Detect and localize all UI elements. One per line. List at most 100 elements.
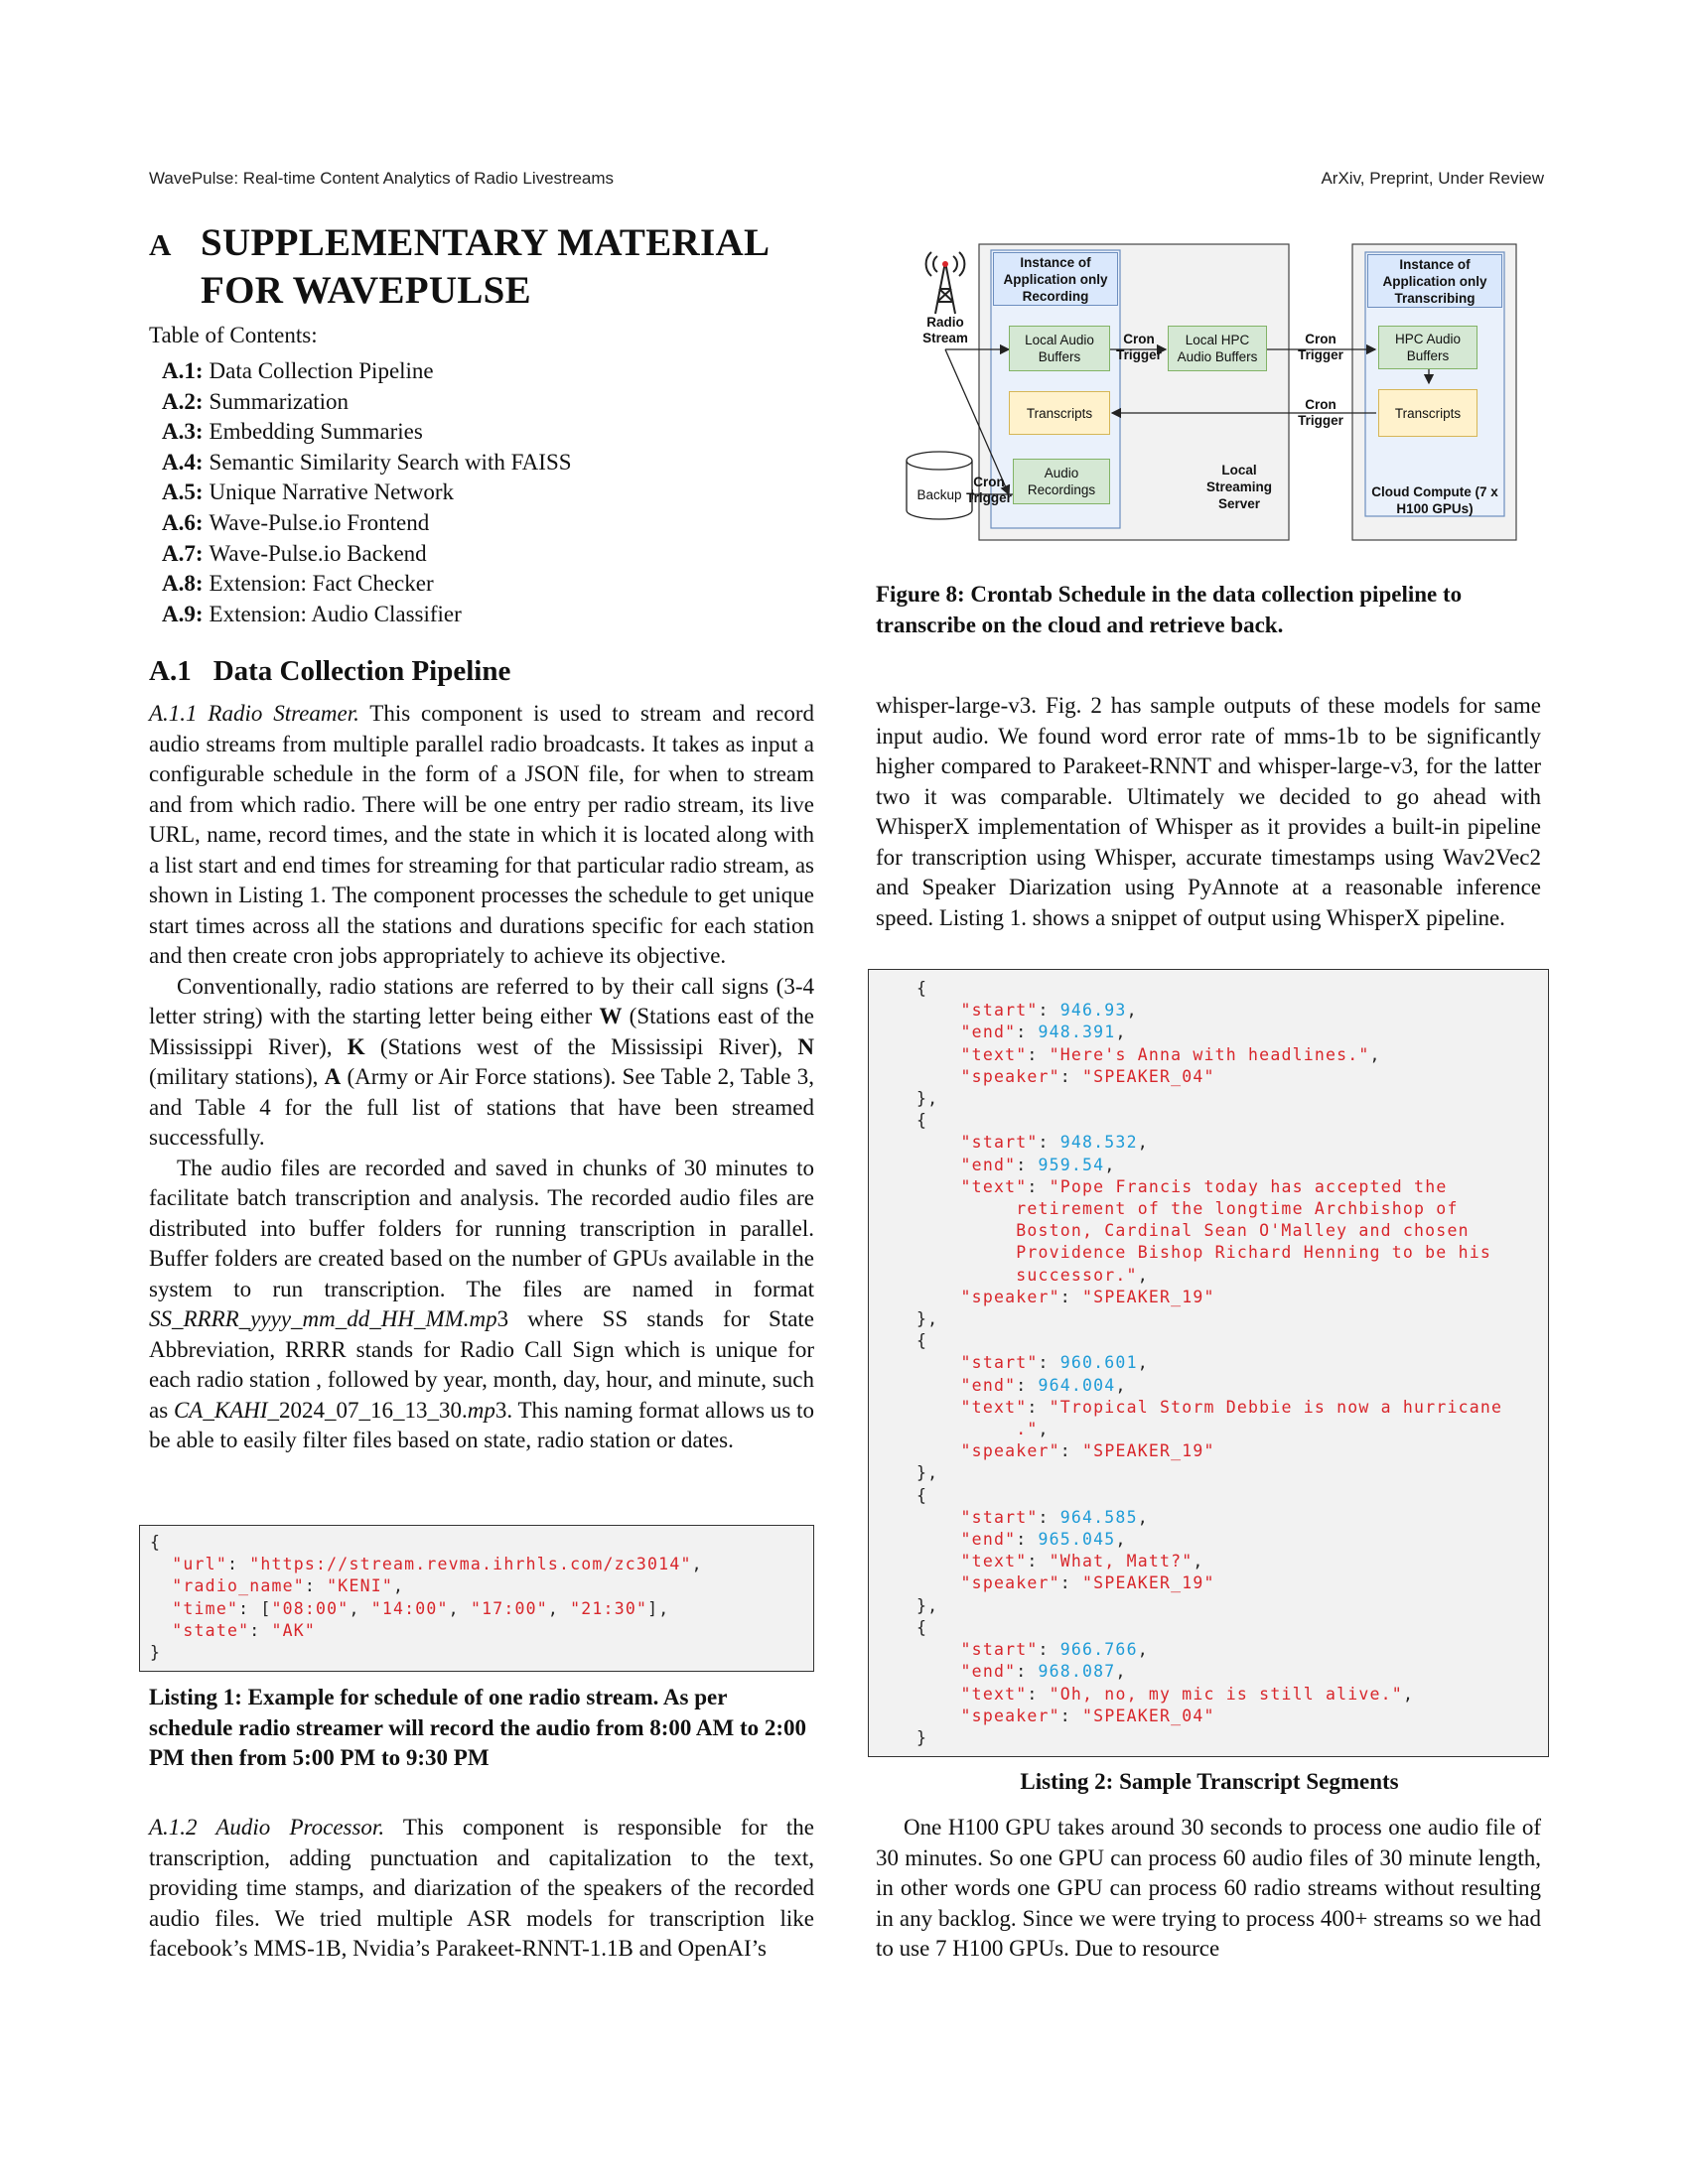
listing-2-caption: Listing 2: Sample Transcript Segments — [1020, 1769, 1399, 1794]
code-key: "start" — [960, 1001, 1039, 1021]
code-string: "SPEAKER_19" — [1082, 1441, 1215, 1461]
code-key: "end" — [960, 1155, 1017, 1174]
text-run: The audio files are recorded and saved i… — [149, 1155, 814, 1301]
code-string: "17:00" — [470, 1598, 548, 1618]
code-string: "KENI" — [327, 1576, 393, 1596]
code-key: "end" — [960, 1023, 1017, 1042]
code-key: "speaker" — [960, 1573, 1060, 1593]
subsection-title: Data Collection Pipeline — [212, 655, 511, 687]
code-string: "SPEAKER_19" — [1082, 1573, 1215, 1593]
code-string: "SPEAKER_19" — [1082, 1287, 1215, 1306]
code-key: "end" — [960, 1530, 1017, 1550]
code-string: "AK" — [271, 1620, 317, 1640]
code-key: "url" — [172, 1555, 227, 1574]
code-key: "start" — [960, 1640, 1039, 1660]
subsection-heading: A.1 Data Collection Pipeline — [149, 655, 510, 688]
code-key: "text" — [960, 1684, 1028, 1704]
left-column-text: A.1.1 Radio Streamer. This component is … — [149, 699, 814, 1456]
section-letter: A — [149, 227, 172, 262]
paragraph-call-signs: Conventionally, radio stations are refer… — [149, 972, 814, 1154]
code-number: 968.087 — [1038, 1662, 1116, 1682]
bold-term: A — [324, 1064, 342, 1089]
toc-item-label: Extension: Audio Classifier — [209, 601, 462, 626]
running-header-left: WavePulse: Real-time Content Analytics o… — [149, 169, 615, 188]
text-run: 3. This naming format allows us to be ab… — [149, 1397, 814, 1453]
toc-item-label: Data Collection Pipeline — [209, 358, 434, 383]
instance-transcribing-label: Instance of Application only Transcribin… — [1367, 254, 1502, 308]
toc-item[interactable]: A.3: Embedding Summaries — [162, 417, 572, 448]
toc-item[interactable]: A.8: Extension: Fact Checker — [162, 569, 572, 600]
toc-item-label: Wave-Pulse.io Frontend — [209, 509, 430, 535]
code-string: "14:00" — [370, 1598, 449, 1618]
running-header-right: ArXiv, Preprint, Under Review — [1321, 169, 1544, 188]
toc-item-number: A.8: — [162, 571, 204, 597]
toc-item-label: Semantic Similarity Search with FAISS — [209, 449, 572, 475]
text-run: (military stations), — [149, 1064, 325, 1089]
code-number: 965.045 — [1038, 1530, 1116, 1550]
text-run: 3 where SS stands for State Abbreviation… — [149, 1306, 814, 1423]
toc-item-number: A.1: — [162, 358, 204, 383]
code-key: "speaker" — [960, 1066, 1060, 1086]
cron-trigger-cloud: Cron Trigger — [1298, 332, 1343, 362]
toc-item-label: Extension: Fact Checker — [209, 571, 434, 597]
code-string: "Pope Francis today has accepted the — [1049, 1176, 1448, 1196]
code-key: "radio_name" — [172, 1576, 305, 1596]
instance-recording-label: Instance of Application only Recording — [993, 252, 1118, 306]
code-key: "end" — [960, 1375, 1017, 1395]
code-key: "text" — [960, 1552, 1028, 1571]
bold-term: N — [797, 1033, 814, 1059]
toc-item-number: A.5: — [162, 479, 204, 505]
toc-item-number: A.9: — [162, 601, 204, 626]
bold-term: K — [347, 1033, 365, 1059]
code-key: "end" — [960, 1662, 1017, 1682]
listing-1-caption: Listing 1: Example for schedule of one r… — [149, 1685, 807, 1770]
code-number: 946.93 — [1059, 1001, 1127, 1021]
paragraph-whisper: whisper-large-v3. Fig. 2 has sample outp… — [876, 691, 1541, 933]
figure-8-diagram: Radio Stream Instance of Application onl… — [902, 234, 1527, 552]
toc-item[interactable]: A.9: Extension: Audio Classifier — [162, 600, 572, 630]
toc-item-label: Unique Narrative Network — [209, 479, 455, 505]
toc-item[interactable]: A.4: Semantic Similarity Search with FAIS… — [162, 448, 572, 478]
code-key: "speaker" — [960, 1706, 1060, 1725]
code-key: "state" — [172, 1620, 250, 1640]
text-run: (Army or Air Force stations). See Table … — [149, 1064, 814, 1150]
runin-heading: A.1.1 Radio Streamer. — [149, 701, 359, 726]
table-of-contents: A.1: Data Collection Pipeline A.2: Summari… — [162, 356, 572, 629]
code-string: "08:00" — [271, 1598, 350, 1618]
code-number: 964.004 — [1038, 1375, 1116, 1395]
toc-item[interactable]: A.5: Unique Narrative Network — [162, 478, 572, 508]
italic-term: mp — [467, 1397, 495, 1423]
text-run: Conventionally, radio stations are refer… — [149, 973, 814, 1029]
paragraph-file-naming: The audio files are recorded and saved i… — [149, 1154, 814, 1456]
toc-item[interactable]: A.2: Summarization — [162, 387, 572, 418]
toc-item-label: Summarization — [209, 388, 350, 414]
backup-database-icon — [906, 451, 973, 520]
radio-stream-label: Radio Stream — [922, 315, 968, 345]
figure-8-caption: Figure 8: Crontab Schedule in the data c… — [876, 582, 1463, 637]
code-string: retirement of the longtime Archbishop of — [1016, 1199, 1459, 1219]
code-string: "What, Matt?" — [1049, 1552, 1194, 1571]
toc-item[interactable]: A.7: Wave-Pulse.io Backend — [162, 539, 572, 570]
section-title-line2: FOR WAVEPULSE — [201, 269, 531, 312]
toc-item-label: Embedding Summaries — [209, 419, 423, 445]
paragraph-text: This component is used to stream and rec… — [149, 701, 814, 968]
code-key: "speaker" — [960, 1441, 1060, 1461]
toc-item[interactable]: A.6: Wave-Pulse.io Frontend — [162, 508, 572, 539]
paragraph-text: One H100 GPU takes around 30 seconds to … — [876, 1815, 1541, 1961]
code-key: "start" — [960, 1353, 1039, 1373]
code-string: "https://stream.revma.ihrhls.com/zc3014" — [249, 1555, 692, 1574]
code-key: "time" — [172, 1598, 239, 1618]
cron-trigger-backup: Cron Trigger — [966, 475, 1012, 505]
hpc-audio-buffers-box: HPC Audio Buffers — [1378, 326, 1477, 369]
code-string: Providence Bishop Richard Henning to be … — [1016, 1243, 1491, 1263]
toc-item-number: A.7: — [162, 540, 204, 566]
local-hpc-buffers-box: Local HPC Audio Buffers — [1168, 326, 1267, 371]
code-string: "SPEAKER_04" — [1082, 1066, 1215, 1086]
text-run: (Stations east of the Mississippi River)… — [149, 1004, 815, 1059]
paragraph-radio-streamer: A.1.1 Radio Streamer. This component is … — [149, 699, 814, 972]
toc-item-number: A.4: — [162, 449, 204, 475]
toc-item-number: A.3: — [162, 419, 204, 445]
toc-item[interactable]: A.1: Data Collection Pipeline — [162, 356, 572, 387]
section-heading: A SUPPLEMENTARY MATERIAL FOR WAVEPULSE — [149, 220, 770, 314]
bold-term: W — [599, 1004, 623, 1028]
